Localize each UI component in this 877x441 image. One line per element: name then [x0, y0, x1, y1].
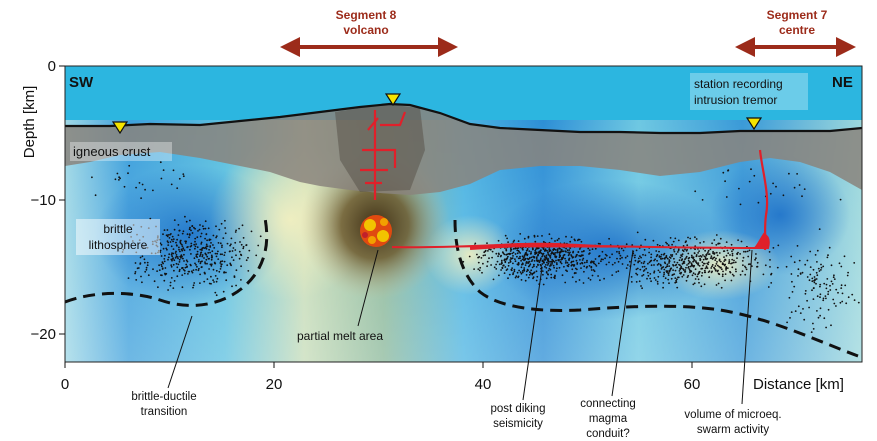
- seismic-stations: [111, 93, 763, 135]
- plot-frame: [64, 65, 863, 363]
- connecting-label-2: magma: [589, 413, 628, 425]
- y-tick-label: −20: [31, 326, 56, 343]
- segment-8-annotation: Segment 8 volcano: [280, 8, 458, 57]
- post-diking-label-2: seismicity: [493, 418, 543, 430]
- volcano-dike: [360, 110, 407, 200]
- brittle-ductile-leader: [167, 315, 193, 389]
- segment-8-subtitle: volcano: [343, 23, 388, 37]
- y-tick-label: 0: [48, 58, 56, 75]
- x-tick-label: 60: [684, 376, 701, 393]
- station-label-bg: [690, 73, 808, 110]
- x-tick-label: 40: [475, 376, 492, 393]
- post-diking-label-1: post diking: [491, 403, 546, 415]
- brittle-lithosphere-label-bg: [76, 219, 160, 255]
- station-icon: [111, 121, 129, 135]
- segment-8-title: Segment 8: [336, 8, 397, 22]
- sw-label: SW: [69, 74, 94, 91]
- connecting-label-3: conduit?: [586, 428, 629, 440]
- igneous-crust-label: igneous crust: [73, 144, 151, 159]
- x-tick-label: 0: [61, 376, 69, 393]
- segment-7-subtitle: centre: [779, 23, 815, 37]
- y-axis: 0 −10 −20: [31, 58, 65, 343]
- x-axis: 0 20 40 60: [61, 362, 701, 393]
- x-tick-label: 20: [266, 376, 283, 393]
- segment-7-annotation: Segment 7 centre: [735, 8, 856, 57]
- brittle-ductile-line-left: [65, 217, 269, 307]
- ne-label: NE: [832, 74, 853, 91]
- brittle-ductile-label-1: brittle-ductile: [131, 391, 196, 403]
- connecting-label-1: connecting: [580, 398, 636, 410]
- station-icon: [745, 117, 763, 131]
- volume-leader: [741, 249, 753, 405]
- station-icon: [384, 93, 402, 107]
- x-axis-label: Distance [km]: [753, 376, 844, 393]
- volume-label-1: volume of microeq.: [684, 409, 781, 421]
- brittle-lithosphere-label-2: lithosphere: [89, 238, 148, 252]
- partial-melt-body: [360, 215, 392, 247]
- conduit-leader: [611, 249, 634, 397]
- igneous-crust-label-bg: [70, 142, 172, 161]
- igneous-crust-layer: [65, 104, 862, 195]
- plot-area: [65, 66, 862, 362]
- earthquake-hypocenters: [91, 161, 860, 333]
- brittle-ductile-label-2: transition: [141, 406, 188, 418]
- ne-dike: [758, 149, 769, 251]
- partial-melt-label: partial melt area: [297, 329, 383, 343]
- seafloor-line: [65, 102, 862, 135]
- segment-7-title: Segment 7: [767, 8, 828, 22]
- station-label-2: intrusion tremor: [694, 93, 777, 107]
- y-axis-label: Depth [km]: [21, 86, 38, 159]
- y-tick-label: −10: [31, 192, 56, 209]
- brittle-lithosphere-label-1: brittle: [103, 222, 133, 236]
- partial-melt-leader: [357, 249, 379, 327]
- brittle-ductile-line-right: [453, 219, 859, 358]
- volume-label-2: swarm activity: [697, 424, 769, 436]
- station-label-1: station recording: [694, 77, 783, 91]
- post-diking-leader: [522, 267, 543, 401]
